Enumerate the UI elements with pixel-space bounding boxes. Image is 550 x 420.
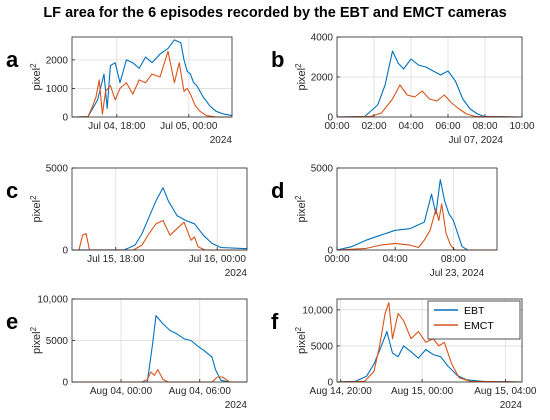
x-tick-label: 00:00	[324, 254, 349, 265]
x-tick-label: Jul 16, 00:00	[189, 254, 247, 265]
y-tick-label: 0	[327, 378, 333, 389]
panel-letter: a	[6, 47, 19, 72]
y-tick-label: 5000	[311, 164, 334, 175]
series-line-ebt	[72, 315, 247, 383]
y-axis-label: pixel2	[294, 195, 308, 223]
series-line-ebt	[75, 39, 233, 118]
y-tick-label: 0	[62, 246, 68, 257]
panel-d: 0 5000 00:00 04:00 08:00 Jul 23, 2024 pixel2 d	[271, 164, 498, 279]
x-tick-label: Jul 04, 18:00	[88, 121, 146, 132]
panel-c: 0 5000 Jul 15, 18:00 Jul 16, 00:00 2024 pixel…	[6, 164, 247, 280]
y-tick-label: 2000	[46, 55, 69, 66]
panel-a: 0 1000 2000 Jul 04, 18:00 Jul 05, 00:00 2024 p…	[6, 36, 233, 146]
axes-box	[71, 36, 233, 118]
plot-area	[72, 37, 232, 117]
x-tick-label: Aug 15, 04:00	[474, 386, 537, 397]
x-year-label: 2024	[225, 400, 248, 411]
plot-area	[337, 168, 497, 250]
x-tick-label: 02:00	[361, 121, 386, 132]
x-tick-label: 00:00	[324, 121, 349, 132]
x-tick-label: Aug 15, 00:00	[391, 386, 454, 397]
y-tick-label: 0	[62, 378, 68, 389]
y-axis-label: pixel2	[29, 63, 43, 91]
y-tick-label: 10,000	[37, 295, 68, 306]
y-tick-label: 5000	[311, 341, 334, 352]
x-tick-label: Aug 14, 20:00	[310, 386, 373, 397]
x-tick-label: 06:00	[435, 121, 460, 132]
series-line-ebt	[336, 50, 523, 118]
x-tick-label: 04:00	[383, 254, 408, 265]
series-line-emct	[336, 203, 497, 251]
panel-letter: f	[271, 309, 279, 334]
x-tick-label: 10:00	[509, 121, 534, 132]
y-tick-label: 5000	[46, 164, 69, 175]
panels: 0 1000 2000 Jul 04, 18:00 Jul 05, 00:00 2024 p…	[6, 33, 537, 412]
y-tick-label: 2000	[311, 73, 334, 84]
y-axis-label: pixel2	[294, 326, 308, 354]
y-tick-label: 0	[327, 113, 333, 124]
figure-title: LF area for the 6 episodes recorded by t…	[43, 5, 506, 21]
panel-b: 0 2000 4000 00:00 02:00 04:00 06:00 08:00 10:00 J…	[271, 33, 535, 147]
series-line-emct	[78, 219, 247, 251]
x-tick-label: 04:00	[398, 121, 423, 132]
y-tick-label: 4000	[311, 33, 334, 44]
panel-letter: c	[6, 178, 18, 203]
series-line-emct	[336, 84, 523, 118]
axes-box	[336, 298, 523, 383]
x-tick-label: Jul 15, 18:00	[87, 254, 145, 265]
x-date-label: Jul 07, 2024	[449, 135, 504, 146]
y-tick-label: 0	[327, 246, 333, 257]
y-tick-label: 0	[62, 113, 68, 124]
x-tick-label: Aug 04, 00:00	[90, 386, 153, 397]
series-line-ebt	[71, 187, 248, 251]
y-tick-label: 5000	[46, 336, 69, 347]
y-axis-label: pixel2	[294, 63, 308, 91]
x-tick-label: Jul 05, 00:00	[160, 121, 218, 132]
series-line-emct	[336, 302, 523, 383]
x-year-label: 2024	[225, 268, 248, 279]
x-year-label: 2024	[500, 400, 523, 411]
panel-e: 0 5000 10,000 Aug 04, 00:00 Aug 04, 06:00 202…	[6, 295, 247, 412]
x-year-label: 2024	[210, 135, 233, 146]
x-date-label: Jul 23, 2024	[430, 268, 485, 279]
series-line-ebt	[336, 178, 497, 251]
legend-box	[427, 300, 521, 340]
x-tick-label: 08:00	[472, 121, 497, 132]
y-axis-label: pixel2	[29, 195, 43, 223]
axes-box	[71, 167, 248, 251]
legend-label-ebt: EBT	[464, 305, 485, 317]
x-tick-label: Aug 04, 06:00	[169, 386, 232, 397]
panel-letter: e	[6, 309, 18, 334]
legend-label-emct: EMCT	[464, 320, 494, 332]
panel-letter: d	[271, 178, 284, 203]
panel-f: 0 5000 10,000 Aug 14, 20:00 Aug 15, 00:00 Aug…	[271, 298, 537, 411]
axes-box	[336, 167, 498, 251]
y-tick-label: 1000	[46, 84, 69, 95]
panel-letter: b	[271, 47, 284, 72]
series-line-emct	[75, 50, 232, 118]
series-line-emct	[72, 369, 247, 383]
y-tick-label: 10,000	[302, 305, 333, 316]
plot-area	[72, 168, 247, 250]
y-axis-label: pixel2	[29, 326, 43, 354]
x-tick-label: 08:00	[441, 254, 466, 265]
